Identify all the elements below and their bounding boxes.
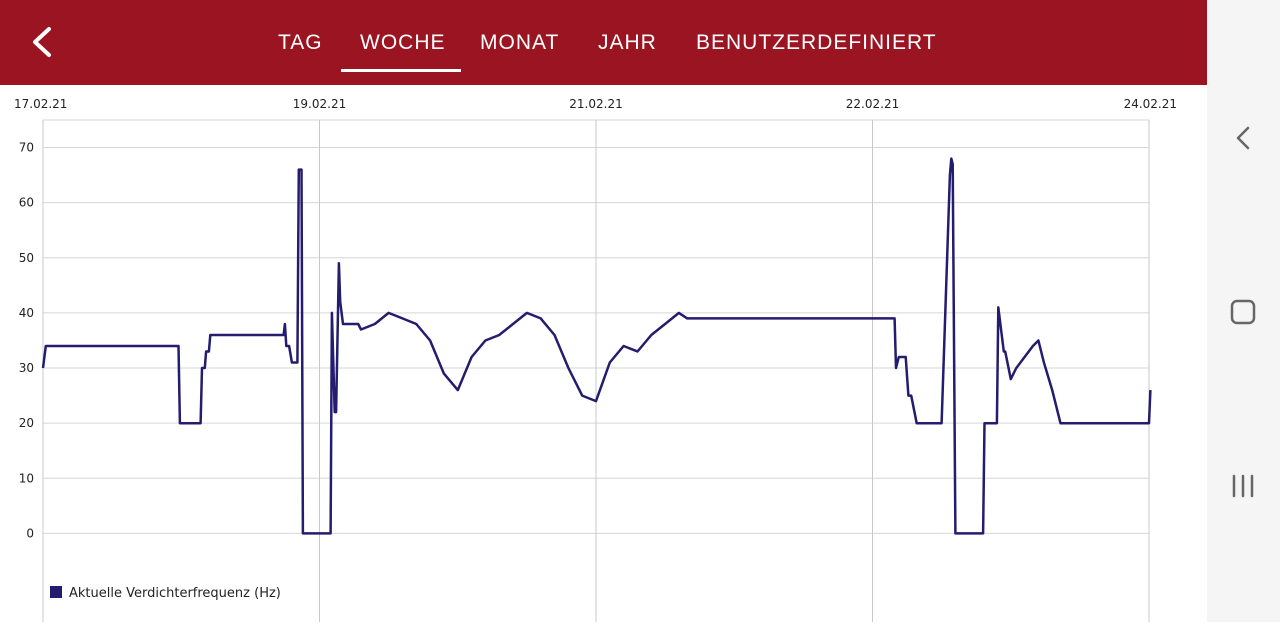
tab-woche[interactable]: WOCHE xyxy=(360,31,446,54)
system-home-button[interactable] xyxy=(1222,291,1264,333)
y-tick-label: 40 xyxy=(19,306,34,320)
y-tick-label: 10 xyxy=(19,471,34,485)
x-tick-label: 24.02.21 xyxy=(1124,97,1177,111)
back-button[interactable] xyxy=(22,20,66,64)
x-tick-label: 17.02.21 xyxy=(14,97,67,111)
chart-legend: Aktuelle Verdichterfrequenz (Hz) xyxy=(50,586,281,604)
app-header: TAG WOCHE MONAT JAHR BENUTZERDEFINIERT xyxy=(0,0,1207,85)
tab-jahr[interactable]: JAHR xyxy=(598,31,657,54)
y-tick-label: 20 xyxy=(19,416,34,430)
square-icon xyxy=(1230,299,1256,325)
x-tick-label: 21.02.21 xyxy=(569,97,622,111)
y-tick-label: 70 xyxy=(19,141,34,155)
chart-area: 0 10 20 30 40 50 60 70 17.02.21 19.02.21 21.02.21 2… xyxy=(0,85,1207,624)
chevron-left-icon xyxy=(33,27,51,57)
system-back-button[interactable] xyxy=(1222,117,1264,159)
x-tick-label: 22.02.21 xyxy=(846,97,899,111)
x-tick-label: 19.02.21 xyxy=(293,97,346,111)
system-recents-button[interactable] xyxy=(1222,465,1264,507)
selected-tab-indicator xyxy=(341,69,461,72)
series-line xyxy=(41,157,1152,535)
recents-icon xyxy=(1232,474,1254,498)
line-chart: 0 10 20 30 40 50 60 70 17.02.21 19.02.21 21.02.21 2… xyxy=(14,97,1177,624)
tab-tag[interactable]: TAG xyxy=(278,31,323,54)
tab-benutzerdefiniert[interactable]: BENUTZERDEFINIERT xyxy=(696,31,937,54)
y-tick-label: 0 xyxy=(26,526,34,540)
system-navigation-bar xyxy=(1207,0,1280,622)
y-tick-label: 50 xyxy=(19,251,34,265)
tab-monat[interactable]: MONAT xyxy=(480,31,560,54)
chevron-left-icon xyxy=(1236,126,1250,150)
y-tick-label: 30 xyxy=(19,361,34,375)
legend-label: Aktuelle Verdichterfrequenz (Hz) xyxy=(69,586,281,601)
legend-swatch xyxy=(50,586,62,598)
y-tick-label: 60 xyxy=(19,196,34,210)
